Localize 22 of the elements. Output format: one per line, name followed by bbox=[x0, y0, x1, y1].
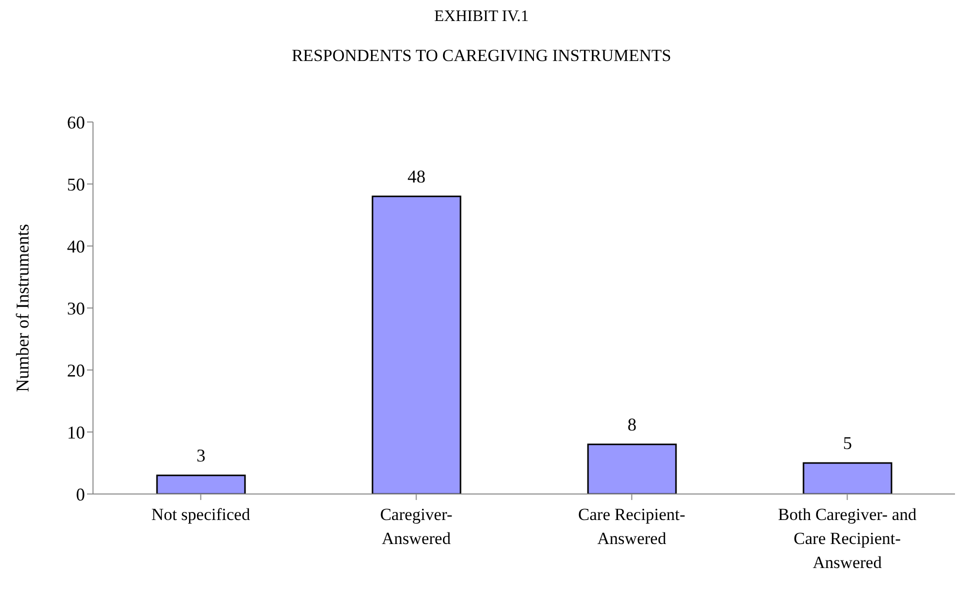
data-label: 5 bbox=[843, 433, 852, 453]
data-label: 48 bbox=[408, 166, 426, 186]
y-tick-label: 40 bbox=[67, 236, 85, 256]
bar bbox=[587, 444, 677, 494]
y-tick-label: 50 bbox=[67, 174, 85, 194]
bar bbox=[156, 474, 246, 494]
x-tick-label: Caregiver-Answered bbox=[380, 505, 453, 548]
bar bbox=[802, 462, 892, 494]
data-label: 3 bbox=[196, 445, 206, 466]
y-tick-label: 0 bbox=[76, 484, 85, 504]
y-tick-label: 30 bbox=[67, 298, 85, 318]
x-tick-label: Both Caregiver- and Care Recipient-Answered bbox=[778, 505, 917, 572]
x-tick-label: Not specificed bbox=[151, 505, 251, 524]
data-label: 8 bbox=[628, 414, 636, 434]
y-tick-label: 20 bbox=[67, 360, 85, 380]
y-tick-label: 60 bbox=[67, 112, 85, 132]
bar bbox=[372, 196, 462, 494]
chart-subtitle: RESPONDENTS TO CAREGIVING INSTRUMENTS bbox=[290, 46, 672, 67]
y-axis-title: Number of Instruments bbox=[12, 224, 32, 392]
y-tick-label: 10 bbox=[67, 422, 85, 442]
chart-title: EXHIBIT IV.1 bbox=[433, 8, 530, 27]
x-tick-label: Care Recipient-Answered bbox=[578, 505, 686, 548]
